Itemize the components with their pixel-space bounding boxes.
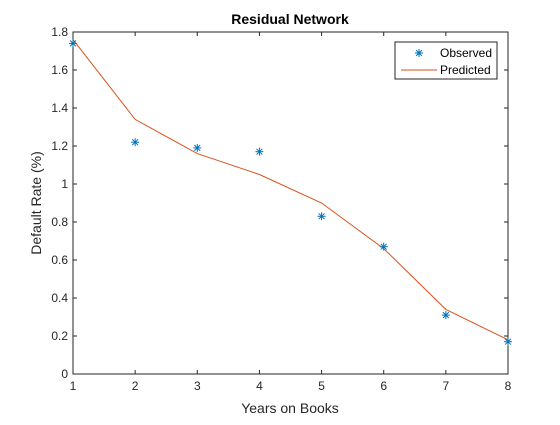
observed-point [193, 143, 202, 152]
x-tick-label: 8 [505, 379, 512, 393]
axes-box [72, 31, 509, 375]
x-tick-label: 4 [256, 379, 263, 393]
x-axis-label: Years on Books [241, 400, 339, 416]
marker-stroke [69, 40, 77, 47]
y-axis-label: Default Rate (%) [28, 151, 44, 254]
y-tick-label: 0 [61, 367, 68, 381]
marker-stroke [256, 148, 263, 155]
marker-stroke [380, 243, 387, 250]
y-tick-label: 0.4 [51, 291, 68, 305]
x-tick-label: 6 [380, 379, 387, 393]
legend-observed-marker [415, 49, 423, 57]
observed-point [255, 147, 264, 156]
marker-stroke [194, 144, 201, 152]
x-tick-label: 3 [194, 379, 201, 393]
legend-box [394, 41, 498, 80]
predicted-line [72, 39, 509, 341]
y-tick-label: 0.6 [51, 253, 68, 267]
marker-stroke [131, 138, 139, 146]
legend-predicted-label: Predicted [440, 63, 491, 77]
marker-stroke [415, 49, 423, 57]
observed-point [317, 212, 326, 221]
plot-area [73, 32, 508, 374]
x-tick-label: 5 [318, 379, 325, 393]
marker-stroke [504, 338, 512, 345]
x-tick-label: 7 [443, 379, 450, 393]
marker-stroke [442, 311, 450, 319]
y-tick-label: 1 [61, 177, 68, 191]
legend: Observed Predicted [394, 41, 498, 80]
series-group [69, 39, 512, 346]
observed-point [69, 39, 77, 48]
observed-point [504, 337, 512, 346]
observed-point [131, 138, 140, 147]
y-tick-label: 0.8 [51, 215, 68, 229]
observed-point [441, 311, 450, 320]
y-tick-label: 1.4 [51, 101, 68, 115]
x-tick-label: 1 [70, 379, 77, 393]
y-tick-label: 1.2 [51, 139, 68, 153]
y-tick-label: 0.2 [51, 329, 68, 343]
x-tick-label: 2 [132, 379, 139, 393]
axes-group: 1 2 3 4 5 6 7 8 0 0.2 0.4 0.6 0.8 1 1.2 1.4 1.6 1.8 [51, 25, 511, 393]
chart-title: Residual Network [231, 11, 349, 27]
observed-point [379, 242, 388, 251]
y-tick-label: 1.6 [51, 63, 68, 77]
legend-observed-label: Observed [440, 46, 492, 60]
y-tick-label: 1.8 [51, 25, 68, 39]
marker-stroke [318, 213, 325, 220]
